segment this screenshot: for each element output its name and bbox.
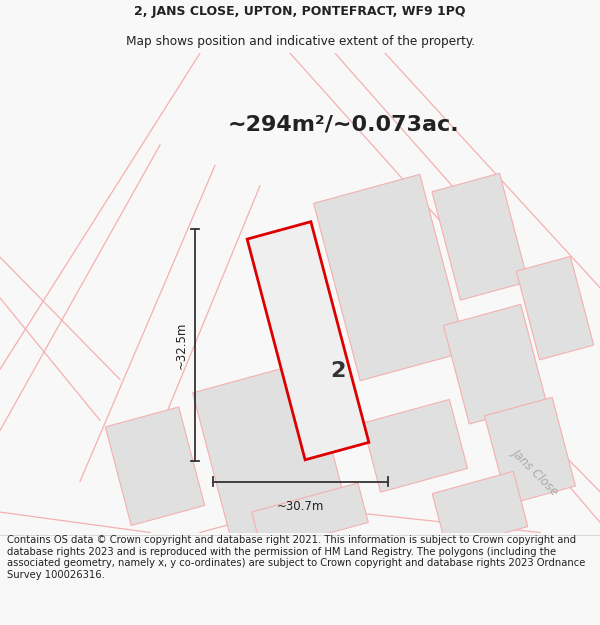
Polygon shape xyxy=(432,471,528,549)
Text: Map shows position and indicative extent of the property.: Map shows position and indicative extent… xyxy=(125,35,475,48)
Polygon shape xyxy=(432,173,528,300)
Text: ~32.5m: ~32.5m xyxy=(175,321,187,369)
Polygon shape xyxy=(443,304,547,424)
Polygon shape xyxy=(485,398,575,504)
Text: Jans Close: Jans Close xyxy=(510,446,562,498)
Text: 2, JANS CLOSE, UPTON, PONTEFRACT, WF9 1PQ: 2, JANS CLOSE, UPTON, PONTEFRACT, WF9 1P… xyxy=(134,5,466,18)
Text: ~30.7m: ~30.7m xyxy=(277,500,324,513)
Polygon shape xyxy=(314,174,466,381)
Polygon shape xyxy=(247,222,369,460)
Polygon shape xyxy=(106,407,205,526)
Polygon shape xyxy=(251,483,368,551)
Text: 2: 2 xyxy=(331,361,346,381)
Polygon shape xyxy=(193,361,347,541)
Polygon shape xyxy=(517,256,593,360)
Text: Contains OS data © Crown copyright and database right 2021. This information is : Contains OS data © Crown copyright and d… xyxy=(7,535,586,580)
Text: ~294m²/~0.073ac.: ~294m²/~0.073ac. xyxy=(228,114,460,134)
Polygon shape xyxy=(362,399,467,492)
